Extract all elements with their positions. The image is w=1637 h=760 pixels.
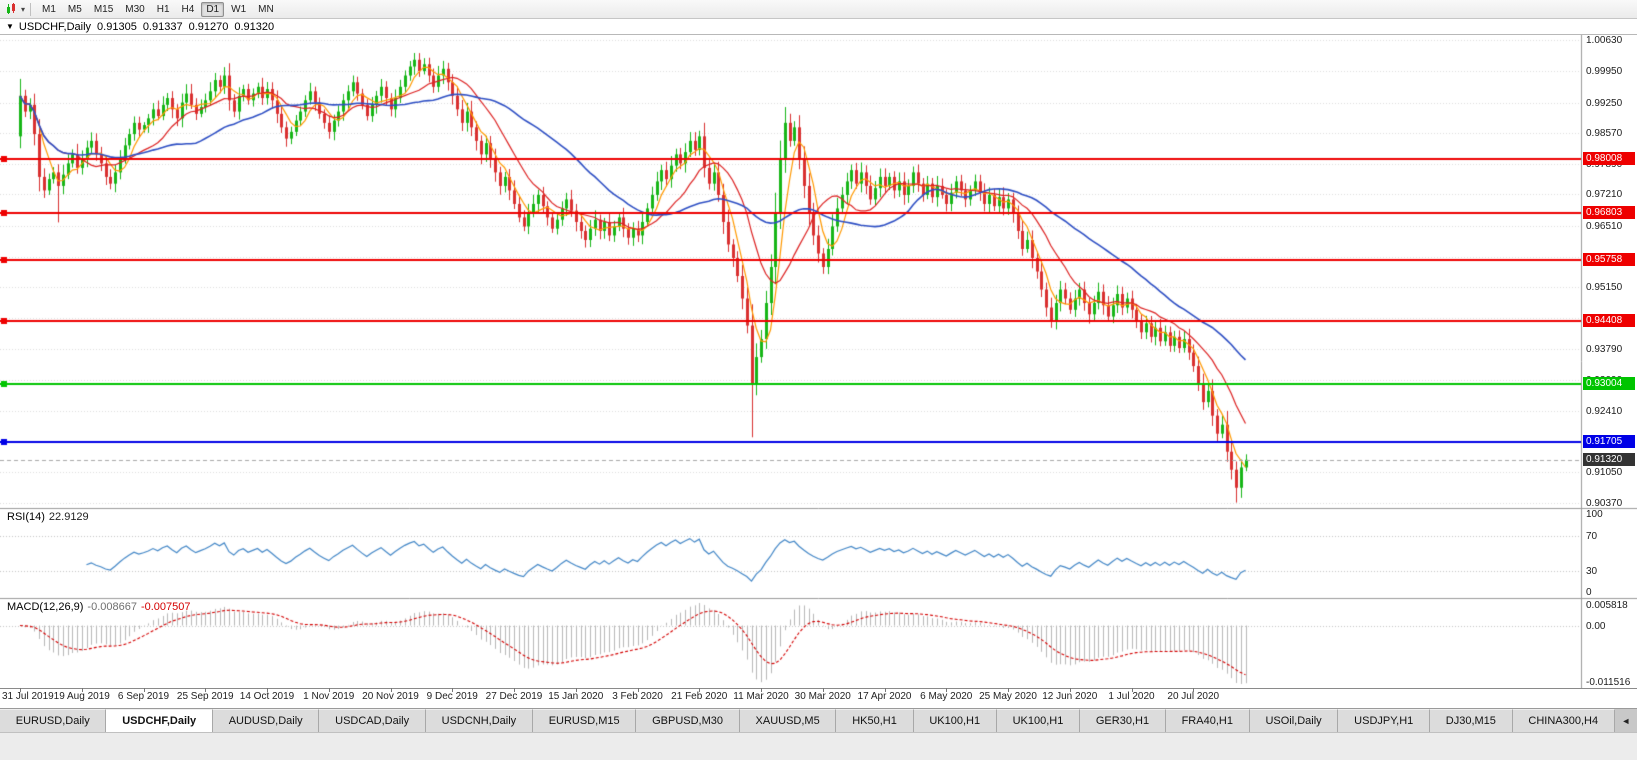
macd-main-value: -0.008667 (87, 601, 137, 613)
tab-scroll-left-icon[interactable]: ◄ (1614, 709, 1637, 732)
chart-tab-usdchf-daily[interactable]: USDCHF,Daily (106, 709, 213, 732)
dropdown-caret-icon[interactable]: ▾ (21, 4, 26, 14)
timeframes-toolbar: ▾ M1 M5 M15 M30 H1 H4 D1 W1 MN (0, 0, 1637, 19)
timeframe-button-m5[interactable]: M5 (67, 3, 82, 15)
chart-tab-dj30-m15[interactable]: DJ30,M15 (1430, 709, 1513, 732)
ohlc-low-value: 0.91270 (188, 20, 229, 33)
chart-tab-gbpusd-m30[interactable]: GBPUSD,M30 (636, 709, 740, 732)
chart-tab-usdcad-daily[interactable]: USDCAD,Daily (319, 709, 426, 732)
chart-tab-xauusd-m5[interactable]: XAUUSD,M5 (739, 709, 837, 732)
chart-tab-usoil-daily[interactable]: USOil,Daily (1249, 709, 1339, 732)
timeframe-button-m1[interactable]: M1 (42, 3, 56, 15)
timeframe-button-h1[interactable]: H1 (156, 3, 170, 15)
chart-cursor-icon[interactable] (3, 1, 21, 17)
ohlc-open-value: 0.91305 (97, 20, 137, 33)
macd-signal-value: -0.007507 (140, 601, 191, 613)
chart-collapse-icon[interactable]: ▼ (6, 21, 14, 31)
price-chart-canvas[interactable] (0, 35, 1637, 688)
chart-tab-uk100-h1[interactable]: UK100,H1 (996, 709, 1081, 732)
date-axis[interactable] (0, 688, 1637, 708)
timeframe-button-m30[interactable]: M30 (125, 3, 145, 15)
chart-tab-usdjpy-h1[interactable]: USDJPY,H1 (1338, 709, 1431, 732)
timeframe-button-w1[interactable]: W1 (231, 3, 247, 15)
chart-tab-uk100-h1[interactable]: UK100,H1 (913, 709, 997, 732)
ohlc-close-value: 0.91320 (234, 20, 275, 33)
chart-tab-eurusd-daily[interactable]: EURUSD,Daily (0, 709, 107, 732)
chart-tab-usdcnh-daily[interactable]: USDCNH,Daily (425, 709, 533, 732)
rsi-value: 22.9129 (48, 511, 89, 523)
chart-header: ▼ USDCHF,Daily 0.91305 0.91337 0.91270 0… (0, 19, 1637, 35)
status-bar (0, 732, 1637, 760)
toolbar-separator (30, 2, 32, 16)
ohlc-high-value: 0.91337 (142, 20, 183, 33)
timeframe-button-d1[interactable]: D1 (201, 1, 225, 17)
chart-tab-hk50-h1[interactable]: HK50,H1 (836, 709, 914, 732)
timeframe-button-m15[interactable]: M15 (93, 3, 114, 15)
chart-tab-audusd-daily[interactable]: AUDUSD,Daily (212, 709, 320, 732)
chart-tab-eurusd-m15[interactable]: EURUSD,M15 (532, 709, 637, 732)
chart-window-tabs: EURUSD,Daily USDCHF,Daily AUDUSD,Daily USDC… (0, 708, 1637, 732)
chart-tab-china300-h4[interactable]: CHINA300,H4 (1512, 709, 1615, 732)
chart-tab-fra40-h1[interactable]: FRA40,H1 (1165, 709, 1250, 732)
price-axis-scale[interactable] (1582, 35, 1637, 688)
chart-tab-ger30-h1[interactable]: GER30,H1 (1080, 709, 1166, 732)
timeframe-button-group: M1 M5 M15 M30 H1 H4 D1 W1 MN (36, 1, 280, 17)
rsi-name: RSI(14) (7, 511, 45, 523)
chart-symbol-title: USDCHF,Daily (18, 20, 92, 33)
macd-name: MACD(12,26,9) (7, 601, 84, 613)
macd-indicator-label: MACD(12,26,9) -0.008667 -0.007507 (7, 601, 191, 613)
timeframe-button-mn[interactable]: MN (258, 3, 274, 15)
timeframe-button-h4[interactable]: H4 (181, 3, 195, 15)
rsi-indicator-label: RSI(14) 22.9129 (7, 511, 89, 523)
